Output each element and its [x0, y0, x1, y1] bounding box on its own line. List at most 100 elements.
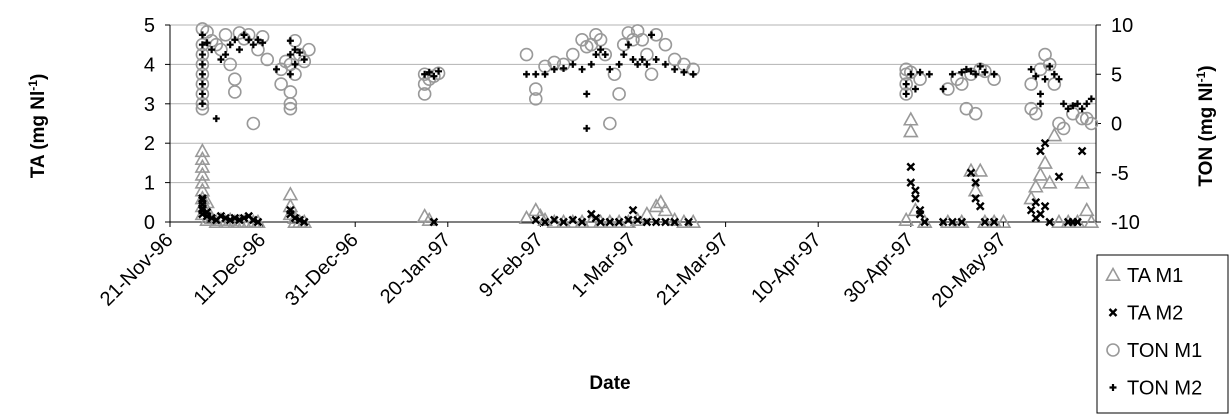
data-point — [980, 217, 990, 227]
data-point — [898, 211, 915, 227]
data-point — [968, 106, 983, 121]
data-point — [421, 70, 429, 78]
data-point — [299, 217, 309, 227]
series-ta-m1 — [194, 111, 1100, 228]
data-point — [223, 57, 237, 72]
data-point — [1024, 101, 1038, 116]
data-point — [648, 198, 665, 213]
data-point — [559, 217, 568, 227]
data-point — [667, 52, 682, 67]
data-point — [640, 47, 654, 62]
data-point — [568, 215, 578, 225]
data-point — [1026, 205, 1036, 215]
data-point — [628, 205, 638, 215]
x-tick-label: 21-Nov-96 — [96, 229, 178, 311]
data-point — [651, 217, 661, 227]
data-point — [228, 85, 242, 99]
data-point — [527, 202, 544, 217]
data-point — [194, 174, 211, 189]
data-point — [689, 70, 697, 78]
data-point — [648, 31, 656, 39]
data-point — [416, 207, 433, 223]
data-point — [902, 123, 919, 138]
data-point — [1040, 138, 1050, 148]
right-tick-label: -5 — [1111, 163, 1129, 185]
data-point — [906, 178, 916, 187]
data-point — [417, 67, 432, 82]
legend-label: TA M1 — [1127, 265, 1183, 287]
data-point — [950, 72, 964, 86]
data-point — [195, 97, 210, 111]
data-point — [218, 28, 233, 42]
data-point — [967, 67, 975, 75]
right-y-axis: -10 -5 0 5 10 — [1096, 15, 1140, 234]
data-point — [634, 60, 642, 68]
legend-marker — [1108, 308, 1118, 317]
data-point — [589, 28, 603, 42]
data-point — [976, 62, 984, 70]
data-point — [1031, 197, 1041, 207]
x-tick-label: 31-Dec-96 — [281, 229, 363, 311]
x-tick-label: 30-Apr-97 — [840, 229, 918, 307]
data-point — [684, 217, 693, 227]
data-point — [671, 65, 679, 73]
data-point — [1046, 127, 1063, 142]
data-point — [587, 60, 595, 68]
data-point — [1064, 105, 1072, 113]
x-axis-title: Date — [589, 373, 630, 394]
data-point — [283, 85, 298, 99]
data-point — [541, 70, 549, 78]
data-point — [226, 41, 234, 49]
series-ton-m1 — [195, 22, 1099, 136]
data-point — [1027, 178, 1044, 193]
data-point — [532, 70, 540, 78]
data-point — [203, 39, 211, 47]
data-point — [597, 46, 605, 54]
data-point — [953, 213, 970, 228]
left-tick-label: 4 — [144, 54, 155, 76]
legend-label: TA M2 — [1127, 303, 1183, 325]
data-point — [989, 217, 999, 227]
data-point — [938, 217, 948, 227]
data-point — [254, 36, 262, 44]
data-point — [1056, 121, 1071, 136]
data-point — [202, 211, 212, 221]
data-point — [601, 51, 609, 59]
data-point — [644, 67, 659, 82]
data-point — [194, 166, 211, 181]
data-points — [194, 22, 1100, 228]
data-point — [986, 213, 1002, 228]
data-point — [540, 217, 550, 227]
data-point — [286, 51, 294, 59]
data-point — [194, 150, 211, 165]
data-point — [1077, 146, 1087, 156]
data-point — [425, 68, 433, 76]
x-axis: 21-Nov-96 11-Dec-96 31-Dec-96 20-Jan-97 9-Fe… — [96, 222, 1011, 312]
right-axis-title-text: TON (mg Nl — [1196, 82, 1217, 186]
data-point — [1045, 217, 1055, 227]
data-point — [566, 47, 580, 62]
data-point — [1040, 201, 1050, 211]
data-point — [899, 77, 913, 91]
left-tick-label: 3 — [144, 94, 155, 116]
data-point — [198, 90, 206, 98]
data-point — [593, 32, 608, 47]
data-point — [195, 67, 210, 82]
data-point — [642, 217, 652, 227]
left-tick-label: 1 — [144, 173, 155, 195]
data-point — [291, 60, 299, 68]
right-axis-title-close: ) — [1196, 65, 1217, 71]
left-tick-label: 2 — [144, 133, 155, 155]
x-tick-label: 9-Feb-97 — [475, 229, 548, 302]
data-point — [195, 77, 210, 91]
data-point — [1023, 190, 1040, 205]
data-point — [198, 194, 207, 203]
data-point — [1036, 100, 1044, 108]
series-ton-m2 — [198, 31, 1095, 132]
data-point — [1054, 172, 1064, 182]
data-point — [605, 217, 615, 227]
data-point — [195, 57, 210, 72]
data-point — [435, 67, 443, 75]
legend: TA M1 TA M2 TON M1 TON M2 — [1096, 254, 1229, 414]
